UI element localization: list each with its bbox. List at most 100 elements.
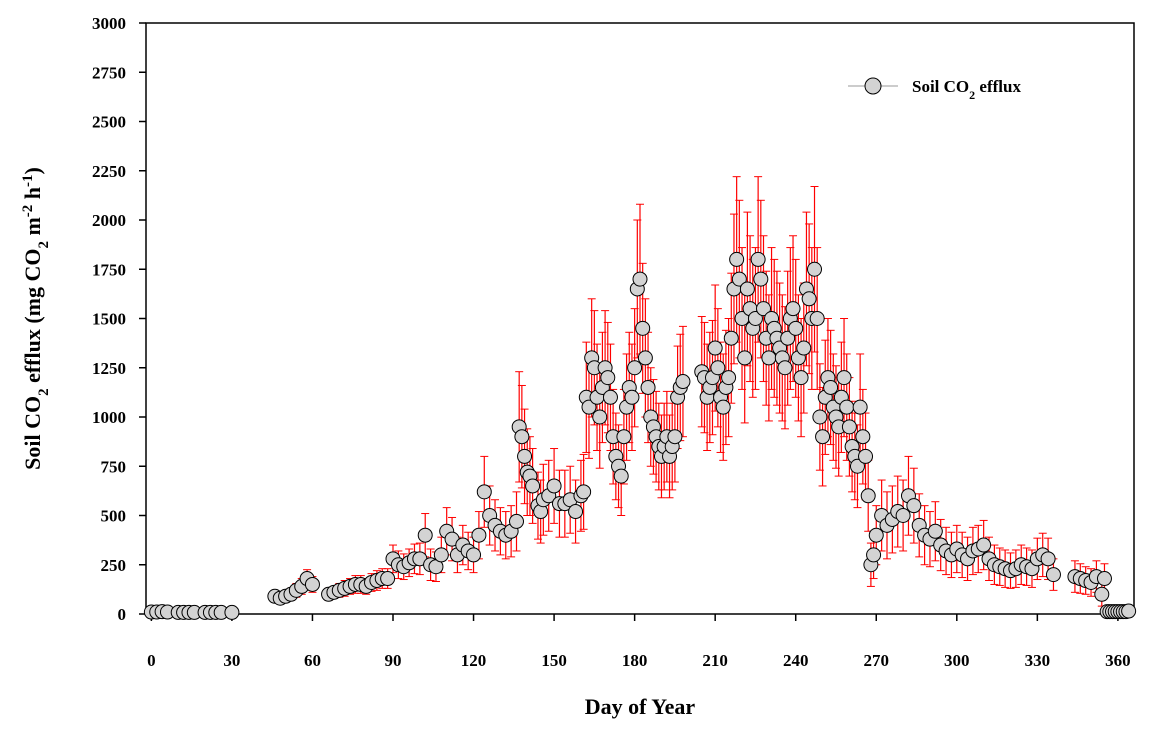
legend-label: Soil CO2 efflux bbox=[912, 77, 1021, 102]
data-point bbox=[1094, 586, 1110, 602]
data-point bbox=[576, 484, 592, 500]
data-point bbox=[224, 604, 240, 620]
x-tick-label: 90 bbox=[385, 651, 402, 670]
data-point bbox=[592, 409, 608, 425]
y-axis-ticks: 0 250 500 750 1000 1250 1500 1750 2000 2250 2500 27… bbox=[92, 14, 146, 624]
data-point bbox=[858, 448, 874, 464]
x-tick-label: 60 bbox=[304, 651, 321, 670]
data-point bbox=[860, 488, 876, 504]
data-point bbox=[1040, 551, 1056, 567]
data-point bbox=[780, 330, 796, 346]
y-tick-label: 1000 bbox=[92, 408, 126, 427]
y-tick-label: 500 bbox=[101, 507, 127, 526]
y-tick-label: 3000 bbox=[92, 14, 126, 33]
data-point bbox=[304, 576, 320, 592]
data-point bbox=[417, 527, 433, 543]
data-point bbox=[637, 350, 653, 366]
legend: Soil CO2 efflux bbox=[848, 77, 1021, 102]
x-tick-label: 120 bbox=[461, 651, 487, 670]
x-axis-title: Day of Year bbox=[585, 694, 696, 719]
data-point bbox=[737, 350, 753, 366]
data-point bbox=[868, 527, 884, 543]
data-point bbox=[476, 484, 492, 500]
data-point bbox=[616, 429, 632, 445]
data-point bbox=[632, 271, 648, 287]
x-tick-label: 30 bbox=[223, 651, 240, 670]
data-point bbox=[729, 251, 745, 267]
x-tick-label: 270 bbox=[864, 651, 890, 670]
data-point bbox=[855, 429, 871, 445]
y-tick-label: 2750 bbox=[92, 63, 126, 82]
data-point bbox=[815, 429, 831, 445]
data-point bbox=[514, 429, 530, 445]
data-point bbox=[1121, 603, 1137, 619]
data-point bbox=[1045, 567, 1061, 583]
data-point bbox=[624, 389, 640, 405]
data-point bbox=[721, 370, 737, 386]
data-point bbox=[715, 399, 731, 415]
data-point bbox=[710, 360, 726, 376]
data-point bbox=[785, 301, 801, 317]
x-tick-label: 150 bbox=[541, 651, 567, 670]
x-tick-label: 360 bbox=[1105, 651, 1131, 670]
data-point bbox=[581, 399, 597, 415]
x-tick-label: 0 bbox=[147, 651, 156, 670]
data-point bbox=[707, 340, 723, 356]
data-point bbox=[613, 468, 629, 484]
y-tick-label: 2250 bbox=[92, 162, 126, 181]
data-point bbox=[849, 458, 865, 474]
data-point bbox=[788, 320, 804, 336]
data-point bbox=[852, 399, 868, 415]
x-tick-label: 240 bbox=[783, 651, 809, 670]
data-point bbox=[777, 360, 793, 376]
data-point bbox=[756, 301, 771, 317]
data-point bbox=[812, 409, 828, 425]
y-tick-label: 1500 bbox=[92, 310, 126, 329]
data-point bbox=[976, 537, 992, 553]
data-point bbox=[927, 523, 943, 539]
data-points bbox=[143, 251, 1137, 620]
data-point bbox=[801, 291, 817, 307]
data-point bbox=[761, 350, 777, 366]
data-point bbox=[568, 504, 584, 520]
data-point bbox=[471, 527, 487, 543]
x-tick-label: 330 bbox=[1025, 651, 1051, 670]
data-point bbox=[747, 311, 763, 326]
data-point bbox=[380, 571, 396, 587]
data-point bbox=[667, 429, 683, 445]
data-point bbox=[796, 340, 812, 356]
y-tick-label: 0 bbox=[118, 605, 127, 624]
data-point bbox=[753, 271, 769, 287]
data-point bbox=[841, 419, 857, 435]
x-tick-label: 180 bbox=[622, 651, 648, 670]
data-point bbox=[723, 330, 739, 346]
data-point bbox=[517, 448, 533, 464]
data-point bbox=[640, 379, 656, 395]
y-tick-label: 750 bbox=[101, 457, 127, 476]
data-point bbox=[1096, 571, 1112, 587]
data-point bbox=[466, 547, 482, 563]
data-point bbox=[635, 320, 651, 336]
data-point bbox=[433, 547, 449, 563]
data-point bbox=[602, 389, 618, 405]
data-point bbox=[525, 478, 541, 494]
legend-marker bbox=[864, 77, 882, 95]
data-point bbox=[839, 399, 855, 415]
data-point bbox=[750, 251, 766, 267]
data-point bbox=[731, 271, 747, 287]
data-point bbox=[906, 498, 922, 514]
data-point bbox=[675, 374, 691, 390]
data-point bbox=[546, 478, 562, 494]
data-point bbox=[823, 379, 839, 395]
data-point bbox=[866, 547, 882, 563]
y-tick-label: 250 bbox=[101, 556, 127, 575]
data-point bbox=[627, 360, 643, 376]
data-point bbox=[600, 370, 616, 386]
x-tick-label: 210 bbox=[702, 651, 728, 670]
data-point bbox=[895, 508, 911, 523]
data-point bbox=[739, 281, 755, 297]
y-tick-label: 1250 bbox=[92, 359, 126, 378]
y-tick-label: 2000 bbox=[92, 211, 126, 230]
x-tick-label: 300 bbox=[944, 651, 970, 670]
x-axis-ticks: 0 30 60 90 120 150 180 210 240 270 300 330 360 bbox=[147, 614, 1131, 670]
